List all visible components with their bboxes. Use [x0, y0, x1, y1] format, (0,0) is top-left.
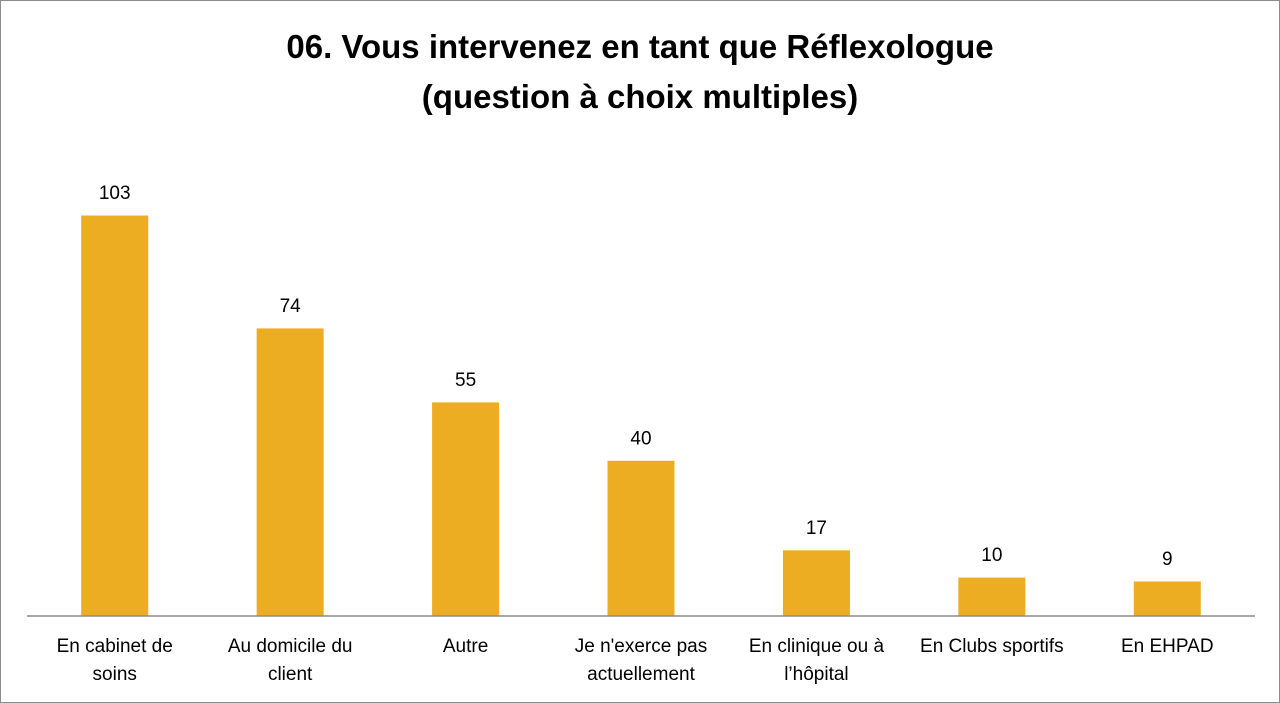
category-label-line: En clinique ou à	[749, 636, 885, 657]
category-label-line: actuellement	[587, 664, 695, 685]
data-labels: 103 74 55 40 17 10 9	[99, 183, 1173, 570]
data-label-3: 55	[455, 370, 476, 391]
category-label-line: client	[268, 664, 313, 685]
bar-series	[80, 214, 1202, 617]
chart-title-line-2: (question à choix multiples)	[421, 78, 859, 115]
data-label-4: 40	[630, 428, 651, 449]
bar-6	[957, 576, 1027, 617]
data-label-5: 17	[806, 518, 827, 539]
category-label-4: Je n'exerce pas actuellement	[575, 636, 707, 685]
category-label-line: Je n'exerce pas	[575, 636, 707, 657]
chart-title: 06. Vous intervenez en tant que Réflexol…	[0, 22, 1280, 122]
bar-7	[1132, 580, 1202, 617]
category-label-2: Au domicile du client	[228, 636, 353, 685]
category-label-line: Au domicile du	[228, 636, 353, 657]
category-label-6: En Clubs sportifs	[920, 636, 1064, 657]
category-label-5: En clinique ou à l’hôpital	[749, 636, 885, 685]
data-label-2: 74	[280, 296, 302, 317]
data-label-1: 103	[99, 183, 131, 204]
category-label-1: En cabinet de soins	[57, 636, 173, 685]
category-label-line: En cabinet de	[57, 636, 173, 657]
bar-5	[781, 549, 851, 617]
category-label-3: Autre	[443, 636, 488, 657]
category-label-line: En Clubs sportifs	[920, 636, 1064, 657]
bar-4	[606, 459, 676, 617]
category-label-line: soins	[93, 664, 137, 685]
bar-3	[431, 401, 501, 617]
data-label-7: 9	[1162, 549, 1173, 570]
category-label-line: En EHPAD	[1121, 636, 1214, 657]
data-label-6: 10	[981, 545, 1002, 566]
category-label-7: En EHPAD	[1121, 636, 1214, 657]
bar-1	[80, 214, 150, 617]
chart-title-line-1: 06. Vous intervenez en tant que Réflexol…	[286, 28, 994, 65]
category-label-line: l’hôpital	[784, 664, 848, 685]
bar-2	[255, 327, 325, 617]
category-label-line: Autre	[443, 636, 488, 657]
